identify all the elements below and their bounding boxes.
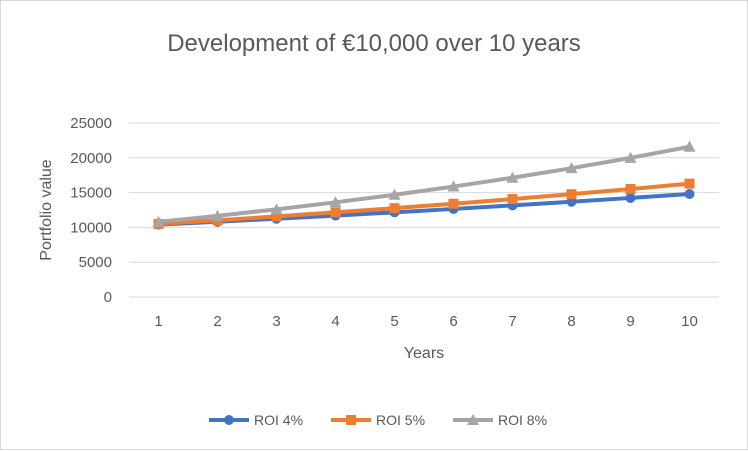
x-tick-label: 7 — [508, 313, 516, 330]
y-tick-label: 15000 — [70, 185, 112, 202]
x-tick-label: 3 — [272, 313, 280, 330]
gridlines — [129, 122, 719, 298]
data-point — [625, 192, 636, 203]
legend: ROI 4% ROI 5% ROI 8% — [209, 412, 547, 428]
data-point — [388, 188, 401, 200]
legend-label: ROI 5% — [376, 412, 425, 428]
y-axis-ticks: 0 5000 10000 15000 20000 25000 — [70, 115, 112, 306]
data-point — [448, 198, 459, 209]
x-axis-label: Years — [404, 345, 444, 362]
y-tick-label: 20000 — [70, 150, 112, 167]
y-axis-label: Portfolio value — [38, 159, 55, 260]
legend-marker — [467, 414, 479, 425]
series-1 — [153, 188, 695, 230]
data-point — [389, 203, 400, 214]
data-point — [329, 196, 342, 208]
data-point — [566, 189, 577, 200]
data-point — [565, 162, 578, 174]
data-point — [152, 215, 165, 227]
data-point — [507, 194, 518, 205]
chart-title: Development of €10,000 over 10 years — [167, 30, 581, 57]
series-3 — [152, 140, 696, 227]
data-point — [683, 140, 696, 152]
legend-label: ROI 8% — [498, 412, 547, 428]
data-point — [330, 207, 341, 218]
y-tick-label: 0 — [104, 289, 112, 306]
legend-label: ROI 4% — [254, 412, 303, 428]
x-tick-label: 2 — [213, 313, 221, 330]
x-tick-label: 10 — [681, 313, 698, 330]
series-line — [158, 144, 690, 224]
x-tick-label: 5 — [390, 313, 398, 330]
series-group — [152, 140, 696, 230]
legend-marker — [224, 415, 234, 425]
y-tick-label: 10000 — [70, 219, 112, 236]
legend-item-3: ROI 8% — [453, 412, 547, 428]
x-axis-ticks: 1 2 3 4 5 6 7 8 9 10 — [154, 313, 698, 330]
data-point — [447, 180, 460, 192]
data-point — [684, 188, 695, 199]
data-point — [211, 209, 224, 221]
x-tick-label: 6 — [449, 313, 457, 330]
x-tick-label: 1 — [154, 313, 162, 330]
legend-item-2: ROI 5% — [331, 412, 425, 428]
data-point — [271, 211, 282, 222]
data-point — [566, 196, 577, 207]
data-point — [684, 178, 695, 189]
x-tick-label: 4 — [331, 313, 339, 330]
data-point — [270, 203, 283, 215]
legend-item-1: ROI 4% — [209, 412, 303, 428]
data-point — [624, 151, 637, 163]
legend-marker — [346, 415, 356, 425]
series-line — [158, 181, 690, 226]
x-tick-label: 9 — [626, 313, 634, 330]
y-tick-label: 25000 — [70, 115, 112, 132]
data-point — [625, 184, 636, 195]
y-tick-label: 5000 — [79, 254, 112, 271]
x-tick-label: 8 — [567, 313, 575, 330]
data-point — [506, 171, 519, 183]
